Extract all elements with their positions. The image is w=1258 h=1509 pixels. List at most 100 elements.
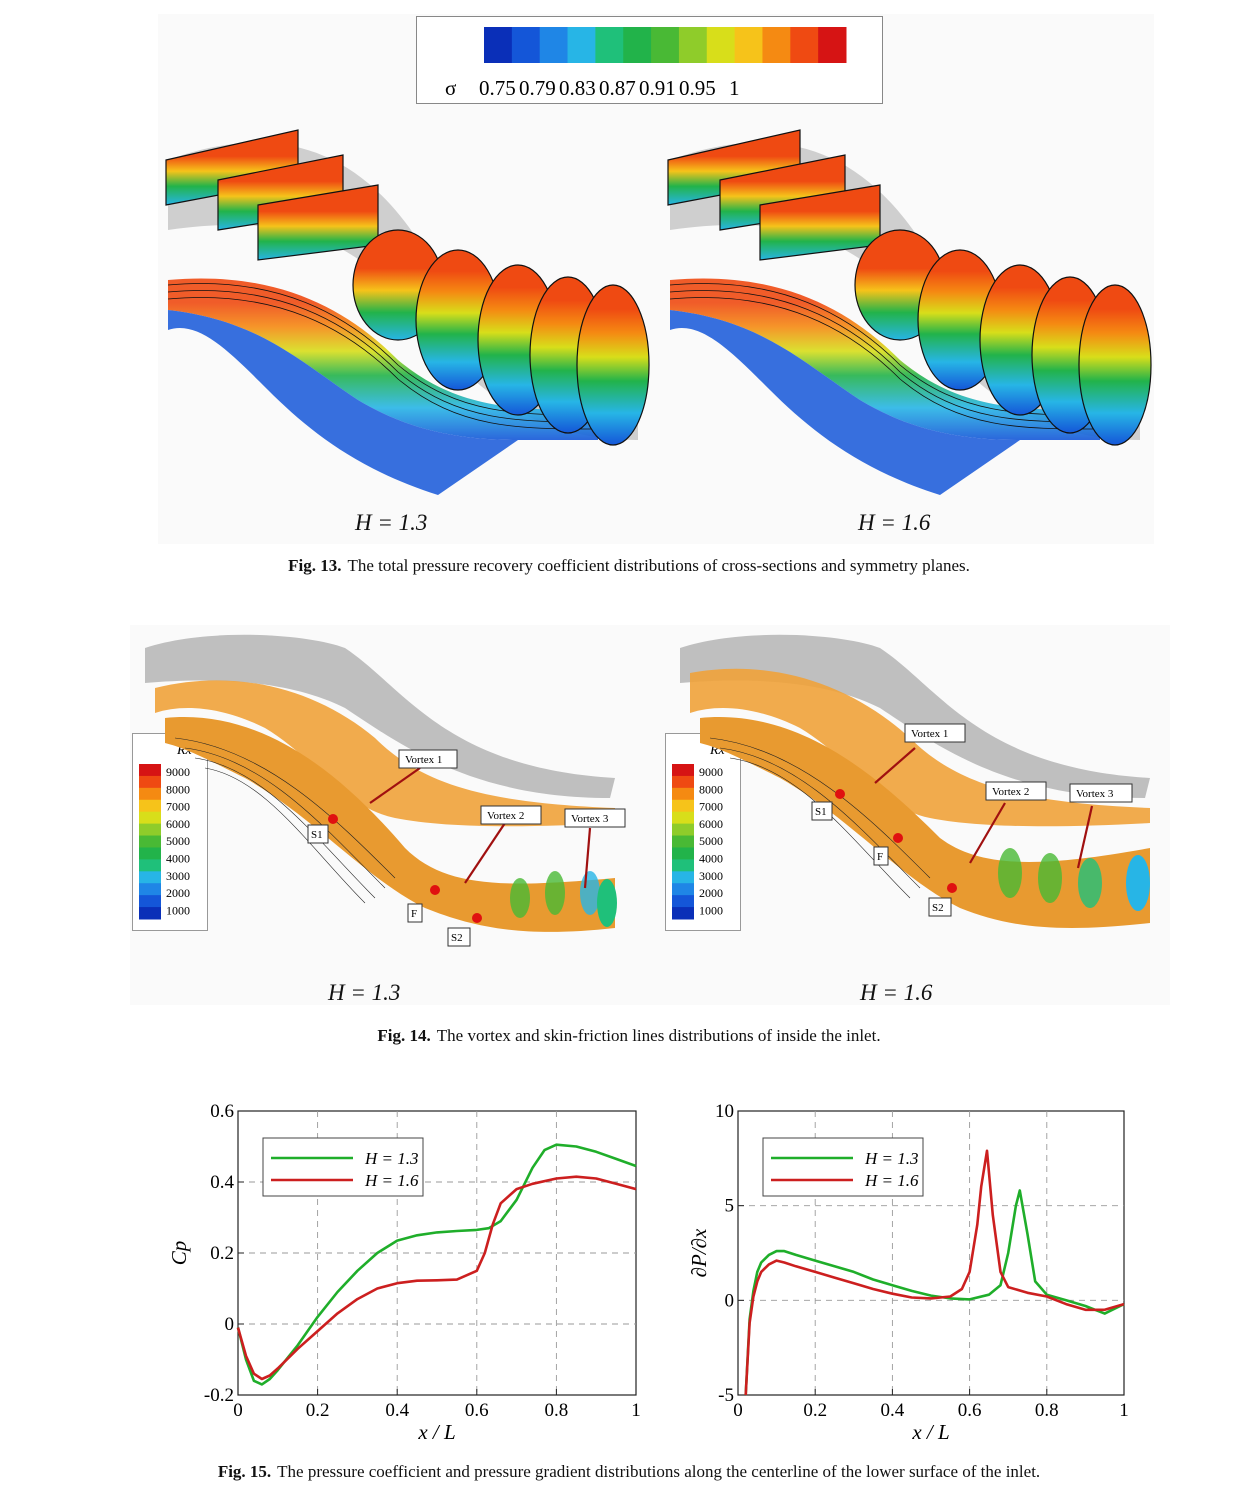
rx-swatch <box>672 895 694 908</box>
fig13-caption-text: The total pressure recovery coefficient … <box>347 556 970 575</box>
fig14-caption-label: Fig. 14. <box>377 1026 431 1045</box>
rx-tick-label: 2000 <box>699 886 723 900</box>
x-tick-label: 0.8 <box>545 1400 569 1421</box>
legend-label: H = 1.6 <box>364 1171 419 1190</box>
fig13-left-illustration <box>165 129 650 495</box>
legend-label: H = 1.6 <box>864 1171 919 1190</box>
fig14-label-right: H = 1.6 <box>860 980 933 1005</box>
rx-tick-label: 4000 <box>166 852 190 866</box>
rx-swatch <box>672 811 694 825</box>
fig14-right-vortex1: Vortex 1 <box>911 728 948 740</box>
colorbar-swatch <box>762 27 791 63</box>
colorbar-swatch <box>734 27 763 63</box>
fig14-left-s2: S2 <box>451 932 463 944</box>
y-tick-label: -5 <box>718 1385 734 1406</box>
colorbar-tick-label: 1 <box>729 76 740 100</box>
rx-tick-label: 8000 <box>166 782 190 796</box>
rx-tick-label: 2000 <box>166 886 190 900</box>
fig14-left-vortex2: Vortex 2 <box>487 810 524 822</box>
fig14-left-annotations: Vortex 1 Vortex 2 Vortex 3 S1 F S2 <box>307 749 626 947</box>
colorbar-tick-label: 0.75 <box>479 76 516 100</box>
y-tick-label: 5 <box>725 1196 735 1217</box>
colorbar-swatch <box>678 27 708 63</box>
legend-box <box>762 1137 924 1197</box>
y-tick-label: 0.4 <box>210 1172 234 1193</box>
series-line <box>236 1143 637 1386</box>
colorbar-tick-label: 0.83 <box>559 76 596 100</box>
series-line <box>744 1149 1125 1396</box>
y-tick-label: 0 <box>725 1290 735 1311</box>
x-tick-label: 0.6 <box>465 1400 489 1421</box>
rx-swatch <box>672 775 694 789</box>
fig14-right-s2: S2 <box>932 902 944 914</box>
rx-swatch <box>672 835 694 848</box>
fig13-label-left: H = 1.3 <box>355 510 428 535</box>
colorbar-swatch <box>595 27 624 63</box>
fig14-left-legend: Rx 9000 8000 7000 6000 5000 4000 3000 2000 1000 <box>132 733 208 931</box>
fig15-caption-text: The pressure coefficient and pressure gr… <box>277 1462 1041 1481</box>
rx-swatch <box>672 799 694 813</box>
rx-swatch <box>139 907 161 920</box>
fig14-left-illustration: Vortex 1 Vortex 2 Vortex 3 S1 F S2 <box>145 634 626 947</box>
rx-swatch <box>139 859 161 872</box>
fig15-caption-label: Fig. 15. <box>217 1462 272 1481</box>
y-tick-label: 0 <box>225 1314 235 1335</box>
colorbar-swatch <box>706 27 736 63</box>
legend-label: H = 1.3 <box>364 1149 419 1168</box>
x-tick-label: 0.8 <box>1035 1400 1059 1421</box>
x-tick-label: 0.6 <box>958 1400 982 1421</box>
rx-swatch <box>139 871 161 884</box>
colorbar-tick-label: 0.95 <box>679 76 716 100</box>
fig13-label-right: H = 1.6 <box>858 510 931 535</box>
rx-swatch <box>139 787 161 801</box>
y-axis-label: ∂P/∂x <box>687 1228 711 1277</box>
rx-tick-label: 3000 <box>699 869 723 883</box>
fig14-right-s1: S1 <box>815 806 827 818</box>
rx-swatch <box>672 907 694 920</box>
colorbar-swatch <box>818 27 847 63</box>
fig13-colorbar: σ 0.75 0.79 0.83 0.87 0.91 0.95 1 <box>416 16 883 104</box>
rx-tick-label: 3000 <box>166 869 190 883</box>
colorbar-tick-label: 0.91 <box>639 76 676 100</box>
fig14-caption: Fig. 14. The vortex and skin-friction lin… <box>0 1026 1258 1046</box>
rx-tick-label: 9000 <box>699 765 723 779</box>
fig14-right-vortex3: Vortex 3 <box>1076 788 1114 800</box>
rx-swatch <box>139 895 161 908</box>
fig14-caption-text: The vortex and skin-friction lines distr… <box>436 1026 881 1045</box>
colorbar-swatch <box>623 27 652 63</box>
fig13-colorbar-symbol: σ <box>445 76 456 100</box>
rx-tick-label: 8000 <box>699 782 723 796</box>
y-axis-label: Cp <box>167 1241 191 1266</box>
fig14-left-s1: S1 <box>311 829 323 841</box>
x-tick-label: 0.4 <box>881 1400 905 1421</box>
fig13-right-illustration <box>667 129 1152 495</box>
x-tick-label: 1 <box>631 1400 641 1421</box>
rx-swatch <box>672 787 694 801</box>
rx-swatch <box>139 811 161 825</box>
x-tick-label: 0.2 <box>306 1400 330 1421</box>
x-tick-label: 0.2 <box>803 1400 827 1421</box>
fig14-left-vortex1: Vortex 1 <box>405 754 442 766</box>
rx-swatch <box>139 764 161 777</box>
y-tick-label: 10 <box>715 1101 734 1122</box>
x-tick-label: 1 <box>1119 1400 1129 1421</box>
y-tick-label: -0.2 <box>204 1385 234 1406</box>
rx-swatch <box>139 775 161 789</box>
fig14-right-f: F <box>877 851 883 863</box>
rx-tick-label: 5000 <box>166 834 190 848</box>
fig13-caption: Fig. 13. The total pressure recovery coef… <box>0 556 1258 576</box>
rx-swatch <box>139 847 161 860</box>
rx-swatch <box>672 764 694 777</box>
series-line <box>236 1175 637 1381</box>
colorbar-swatch <box>567 27 596 63</box>
rx-swatch <box>672 883 694 896</box>
colorbar-swatch <box>651 27 680 63</box>
rx-tick-label: 6000 <box>166 817 190 831</box>
rx-swatch <box>139 835 161 848</box>
fig14-left-vortex3: Vortex 3 <box>571 813 609 825</box>
fig15-caption: Fig. 15. The pressure coefficient and pre… <box>0 1462 1258 1482</box>
colorbar-swatch <box>790 27 819 63</box>
